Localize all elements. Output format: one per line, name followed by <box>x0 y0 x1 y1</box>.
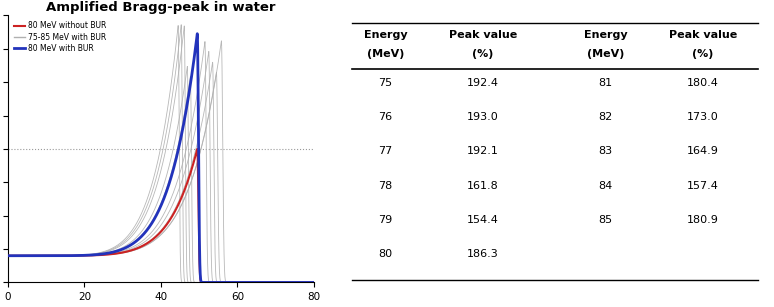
Text: 186.3: 186.3 <box>467 249 498 259</box>
Text: 78: 78 <box>378 181 392 191</box>
Text: 173.0: 173.0 <box>687 112 719 122</box>
Text: 161.8: 161.8 <box>467 181 498 191</box>
Text: 192.1: 192.1 <box>467 146 498 157</box>
Text: Peak value: Peak value <box>449 30 517 40</box>
Text: 154.4: 154.4 <box>467 215 498 225</box>
Text: 157.4: 157.4 <box>687 181 719 191</box>
Text: 164.9: 164.9 <box>687 146 719 157</box>
Text: 193.0: 193.0 <box>467 112 498 122</box>
Text: Energy: Energy <box>364 30 407 40</box>
Text: 76: 76 <box>378 112 392 122</box>
Text: 81: 81 <box>598 78 612 88</box>
Text: 85: 85 <box>598 215 612 225</box>
Text: Energy: Energy <box>584 30 627 40</box>
Text: 83: 83 <box>598 146 612 157</box>
Text: 79: 79 <box>378 215 392 225</box>
Text: (MeV): (MeV) <box>367 49 404 59</box>
Text: 192.4: 192.4 <box>467 78 498 88</box>
Legend: 80 MeV without BUR, 75-85 MeV with BUR, 80 MeV with BUR: 80 MeV without BUR, 75-85 MeV with BUR, … <box>12 19 108 55</box>
Text: (%): (%) <box>472 49 494 59</box>
Text: Peak value: Peak value <box>669 30 737 40</box>
Text: 77: 77 <box>378 146 392 157</box>
Text: 75: 75 <box>378 78 392 88</box>
Text: 180.9: 180.9 <box>687 215 719 225</box>
Text: 180.4: 180.4 <box>687 78 719 88</box>
Title: Amplified Bragg-peak in water: Amplified Bragg-peak in water <box>46 1 276 14</box>
Text: 84: 84 <box>598 181 613 191</box>
Text: 82: 82 <box>598 112 613 122</box>
Text: (MeV): (MeV) <box>587 49 624 59</box>
Text: (%): (%) <box>692 49 714 59</box>
Text: 80: 80 <box>378 249 392 259</box>
